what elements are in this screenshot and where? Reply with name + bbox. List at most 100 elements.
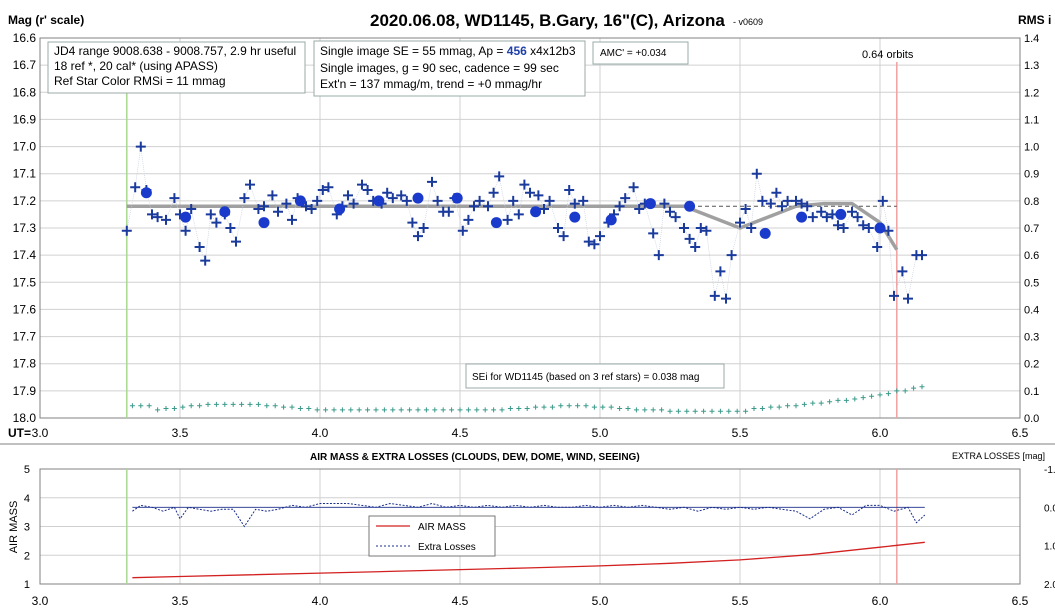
legend-losses-label: Extra Losses	[418, 542, 476, 553]
single-image-point	[362, 185, 373, 195]
single-image-point	[317, 185, 328, 195]
average-point	[796, 211, 808, 223]
rms-point	[323, 407, 329, 413]
single-image-point	[833, 220, 843, 231]
rms-point	[474, 407, 480, 413]
rms-point	[810, 400, 816, 406]
rms-point	[264, 403, 270, 409]
single-image-point	[628, 182, 639, 193]
rms-point	[230, 401, 236, 407]
single-image-point	[701, 225, 712, 236]
rms-point	[289, 404, 295, 410]
rms-point	[860, 395, 866, 401]
x-tick-label: 4.5	[452, 426, 469, 440]
single-image-point	[287, 214, 297, 225]
top-x-tick-labels: 3.0 3.5 4.0 4.5 5.0 5.5 6.0 6.5	[32, 426, 1029, 440]
single-image-point	[721, 293, 731, 304]
y2-tick-label: 0.1	[1024, 386, 1039, 398]
x-tick-label: 3.0	[32, 426, 49, 440]
single-image-point	[200, 255, 211, 266]
single-image-point	[917, 250, 927, 261]
single-image-point	[312, 195, 323, 206]
bottom-plot-frame	[39, 468, 1021, 585]
y-tick-label: 16.9	[13, 112, 37, 126]
rms-point	[180, 404, 186, 410]
bottom-y-tick-labels: 1 2 3 4 5	[24, 464, 30, 591]
rms-point	[155, 407, 161, 413]
top-chart-title: 2020.06.08, WD1145, B.Gary, 16"(C), Ariz…	[370, 11, 725, 30]
single-image-point	[382, 187, 393, 198]
single-image-point	[186, 204, 197, 214]
rms-point	[482, 407, 488, 413]
rms-point	[776, 404, 782, 410]
rms-point	[449, 407, 455, 413]
x-tick-label: 5.5	[732, 594, 749, 608]
single-image-point	[469, 201, 479, 212]
top-y-axis-label: Mag (r' scale)	[8, 13, 84, 27]
rms-point	[692, 408, 698, 414]
average-point	[334, 203, 346, 215]
single-image-point	[807, 212, 818, 223]
single-image-point	[782, 195, 793, 206]
single-image-point	[648, 228, 659, 239]
info-line: Ref Star Color RMSi = 11 mmag	[54, 74, 226, 88]
single-image-point	[553, 223, 563, 233]
x-tick-label: 3.0	[32, 594, 49, 608]
y-tick-label: 16.7	[13, 58, 37, 72]
rms-point	[247, 401, 253, 407]
bottom-y2-tick-labels: -1.0 0.0 1.0 2.0	[1044, 465, 1055, 591]
rms-point	[415, 407, 421, 413]
single-image-point	[301, 201, 311, 212]
rms-point	[617, 406, 623, 411]
single-image-point	[695, 223, 706, 233]
single-image-point	[205, 209, 216, 220]
y2-tick-label: 0.2	[1024, 359, 1039, 371]
x-tick-label: 4.0	[312, 594, 329, 608]
rms-point	[675, 408, 681, 414]
single-image-point	[558, 231, 569, 242]
rms-point	[339, 407, 345, 413]
single-image-point	[659, 198, 670, 209]
x-tick-label: 6.5	[1012, 594, 1029, 608]
info-box-settings: Single image SE = 55 mmag, Ap = 456 x4x1…	[313, 40, 586, 97]
rms-point	[314, 407, 320, 413]
rms-point	[591, 404, 597, 410]
average-point	[874, 222, 886, 234]
average-point	[530, 206, 542, 218]
rms-point	[272, 403, 278, 409]
y2-tick-label: 0.6	[1024, 250, 1039, 262]
rms-point	[524, 406, 530, 411]
single-image-point	[169, 193, 180, 204]
rms-point	[818, 400, 824, 406]
single-image-point	[348, 198, 359, 209]
y-tick-label: 4	[24, 493, 30, 505]
y2-tick-label: 1.0	[1044, 542, 1055, 553]
single-image-point	[494, 171, 505, 182]
y-tick-label: 16.6	[13, 31, 37, 45]
rms-point	[659, 407, 665, 413]
single-image-point	[180, 225, 191, 236]
single-image-point	[679, 223, 689, 233]
rms-point	[785, 403, 791, 409]
average-point	[490, 217, 502, 229]
rms-point	[835, 397, 841, 403]
rms-point	[911, 385, 917, 391]
single-image-point	[589, 239, 600, 250]
extra-losses-line	[132, 502, 926, 528]
rms-point	[902, 388, 908, 394]
average-point	[605, 214, 617, 226]
top-y-tick-labels: 16.6 16.7 16.8 16.9 17.0 17.1 17.2 17.3 17.4 17.5…	[13, 31, 37, 425]
top-y2-tick-labels: 1.4 1.3 1.2 1.1 1.0 0.9 0.8 0.7 0.6 0.5 0.4 0.3 0.2 0…	[1024, 33, 1039, 425]
top-plot-frame	[39, 37, 1021, 419]
single-image-point	[401, 195, 412, 206]
rms-point	[491, 407, 497, 413]
rms-point	[516, 406, 522, 411]
rms-point	[163, 406, 169, 411]
single-image-connector	[126, 146, 922, 299]
single-image-point	[852, 212, 863, 223]
x-tick-label: 3.5	[172, 426, 189, 440]
single-image-point	[777, 201, 787, 212]
rms-point	[642, 407, 648, 413]
rms-point	[667, 408, 673, 414]
rms-point	[465, 407, 471, 413]
